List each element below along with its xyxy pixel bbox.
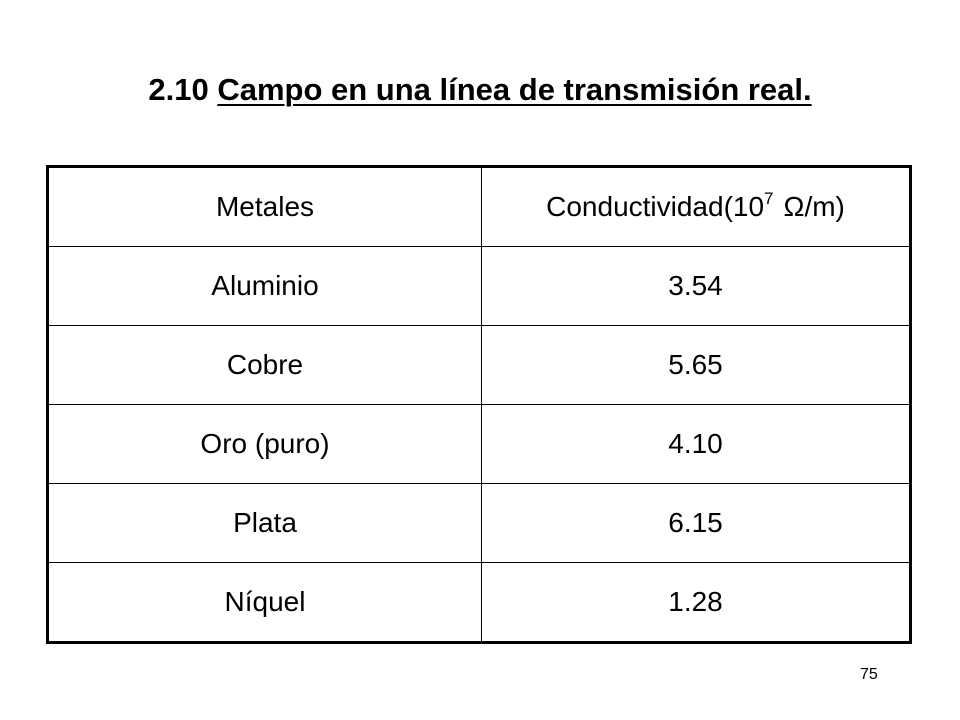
table-row: Oro (puro) 4.10 [47, 404, 911, 484]
table-body: Metales Conductividad(107 Ω/m) Aluminio 3.54… [47, 166, 911, 643]
header-row: Metales Conductividad(107 Ω/m) [47, 166, 911, 247]
section-number: 2.10 [148, 72, 209, 107]
conductivity-cell: 6.15 [481, 483, 911, 563]
header-cell: Conductividad(107 Ω/m) [481, 166, 911, 247]
metal-cell: Aluminio [47, 246, 482, 326]
slide-title: 2.10 Campo en una línea de transmisión r… [0, 72, 960, 108]
header-cell: Metales [47, 166, 482, 247]
title-text: Campo en una línea de transmisión real. [217, 72, 812, 107]
table-row: Níquel 1.28 [47, 562, 911, 643]
metal-cell: Plata [47, 483, 482, 563]
metal-cell: Cobre [47, 325, 482, 405]
header-text: Conductividad(10 [546, 191, 765, 222]
table-row: Cobre 5.65 [47, 325, 911, 405]
conductivity-cell: 5.65 [481, 325, 911, 405]
conductivity-cell: 3.54 [481, 246, 911, 326]
table-row: Aluminio 3.54 [47, 246, 911, 326]
conductivity-cell: 4.10 [481, 404, 911, 484]
unit: Ω/m) [783, 191, 845, 222]
header-text: Metales [215, 191, 315, 222]
page-number: 75 [860, 666, 878, 683]
exponent: 7 [764, 189, 774, 208]
table-row: Plata 6.15 [47, 483, 911, 563]
metal-cell: Níquel [47, 562, 482, 643]
conductivity-table: Metales Conductividad(107 Ω/m) Aluminio 3.54… [46, 165, 912, 644]
conductivity-cell: 1.28 [481, 562, 911, 643]
metal-cell: Oro (puro) [47, 404, 482, 484]
